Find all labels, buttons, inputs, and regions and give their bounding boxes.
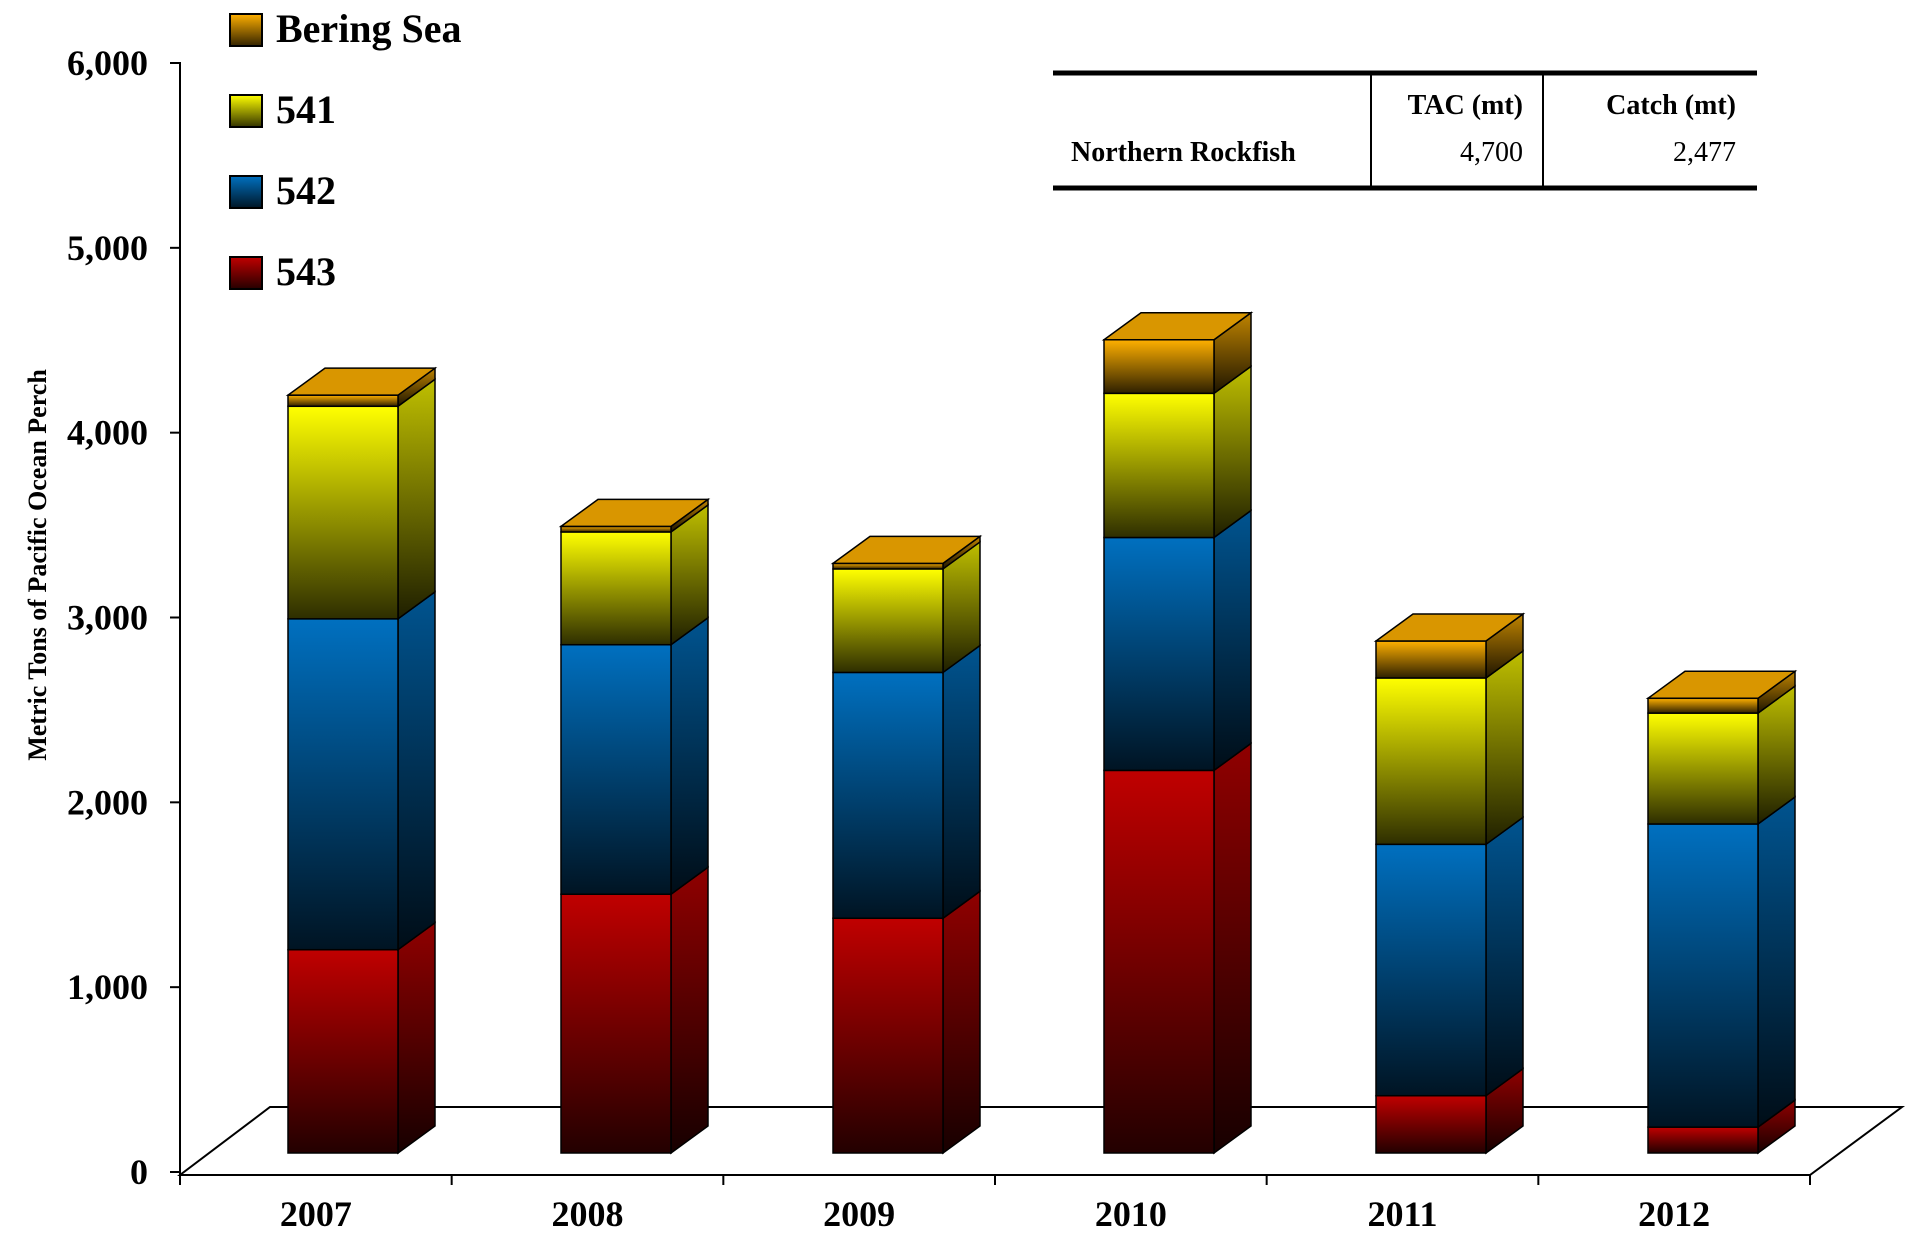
bar-side-541-2011 (1485, 649, 1524, 846)
bar-541-2007 (287, 405, 399, 620)
legend-item-bering-sea: Bering Sea (229, 6, 462, 51)
bar-541-2008 (560, 531, 672, 646)
y-tick-label: 3,000 (67, 598, 148, 638)
bar-543-2009 (832, 917, 944, 1154)
bar-side-542-2008 (670, 616, 709, 896)
floor-outline (177, 1106, 1906, 1176)
x-tick-labels: 2007 2008 2009 2010 2011 2012 (280, 1194, 1710, 1234)
bar-543-2011 (1375, 1094, 1487, 1154)
bar-543-2008 (560, 893, 672, 1154)
bar-top-2008 (558, 498, 711, 528)
bar-top-2010 (1101, 311, 1254, 341)
bar-bering-sea-2008 (560, 525, 672, 533)
bar-side-542-2009 (942, 643, 981, 920)
table-header-catch: Catch (mt) (1606, 90, 1736, 121)
bar-542-2012 (1647, 823, 1759, 1128)
bar-541-2012 (1647, 712, 1759, 825)
bar-side-541-2007 (397, 377, 436, 621)
bar-543-2007 (287, 948, 399, 1154)
bar-bering-sea-2012 (1647, 697, 1759, 714)
bar-stack-2009 (830, 534, 983, 1155)
bar-bering-sea-2007 (287, 394, 399, 408)
legend-item-543: 543 (229, 249, 336, 294)
bar-top-2009 (830, 535, 983, 565)
bar-541-2010 (1103, 392, 1215, 539)
bar-541-2011 (1375, 677, 1487, 846)
x-tick-label-2007: 2007 (280, 1194, 352, 1234)
bar-541-2009 (832, 568, 944, 674)
legend-swatch (229, 94, 263, 128)
bar-top-2007 (285, 367, 438, 396)
bar-side-541-2010 (1213, 364, 1252, 539)
bar-side-542-2007 (397, 590, 436, 952)
x-tick-label-2010: 2010 (1095, 1194, 1167, 1234)
bar-side-543-2009 (942, 889, 981, 1155)
bar-bering-sea-2011 (1375, 640, 1487, 679)
bar-542-2008 (560, 643, 672, 895)
bar-stack-2012 (1645, 669, 1798, 1155)
bar-stack-2008 (558, 497, 711, 1155)
bar-bering-sea-2009 (832, 562, 944, 570)
y-tick-label: 1,000 (67, 967, 148, 1007)
bar-stack-2007 (285, 366, 438, 1155)
bar-bering-sea-2010 (1103, 338, 1215, 395)
y-tick-labels: 0 1,000 2,000 3,000 4,000 5,000 6,000 (67, 43, 148, 1192)
bar-542-2007 (287, 618, 399, 951)
y-tick-label: 6,000 (67, 43, 148, 83)
y-tick-label: 2,000 (67, 782, 148, 822)
bar-side-543-2008 (670, 865, 709, 1155)
legend-item-541: 541 (229, 87, 336, 132)
y-tick-label: 4,000 (67, 413, 148, 453)
bar-542-2010 (1103, 536, 1215, 772)
legend-swatch (229, 256, 263, 290)
legend-item-542: 542 (229, 168, 336, 213)
bar-top-2011 (1373, 613, 1526, 642)
x-tick-label-2009: 2009 (823, 1194, 895, 1234)
bar-side-543-2010 (1213, 741, 1252, 1155)
bar-stack-2011 (1373, 612, 1526, 1155)
bar-side-542-2010 (1213, 509, 1252, 772)
x-tick-label-2011: 2011 (1367, 1194, 1437, 1234)
y-tick-label: 5,000 (67, 228, 148, 268)
legend-label: 541 (276, 87, 336, 132)
table-header-tac: TAC (mt) (1408, 90, 1523, 121)
table-cell-catch: 2,477 (1673, 137, 1736, 168)
table-cell-tac: 4,700 (1460, 137, 1523, 168)
table-cell-species: Northern Rockfish (1071, 137, 1296, 168)
bars (285, 311, 1798, 1155)
x-tick-label-2012: 2012 (1638, 1194, 1710, 1234)
legend: Bering Sea 541 542 543 (229, 6, 462, 294)
x-tick-label-2008: 2008 (552, 1194, 624, 1234)
inset-table: TAC (mt) Catch (mt) Northern Rockfish 4,… (1053, 70, 1757, 191)
bar-side-543-2007 (397, 921, 436, 1155)
legend-label: 542 (276, 168, 336, 213)
y-axis-label: Metric Tons of Pacific Ocean Perch (23, 369, 52, 761)
bar-542-2011 (1375, 843, 1487, 1097)
legend-label: Bering Sea (276, 6, 462, 51)
bar-side-542-2011 (1485, 815, 1524, 1098)
y-tick-label: 0 (130, 1152, 148, 1192)
chart-floor (177, 1106, 1906, 1176)
legend-swatch (229, 13, 263, 47)
bar-top-2012 (1645, 670, 1798, 700)
bar-stack-2010 (1101, 311, 1254, 1155)
bar-side-542-2012 (1757, 795, 1796, 1129)
bar-542-2009 (832, 671, 944, 920)
legend-swatch (229, 175, 263, 209)
legend-label: 543 (276, 249, 336, 294)
bar-543-2012 (1647, 1126, 1759, 1154)
bar-543-2010 (1103, 769, 1215, 1154)
